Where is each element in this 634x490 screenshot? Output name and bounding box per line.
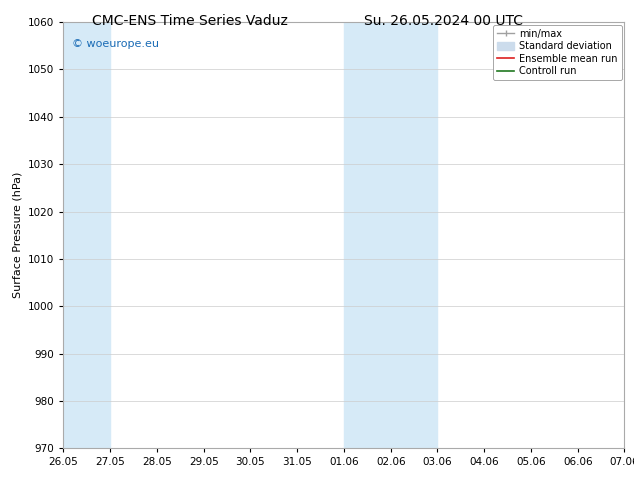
Bar — [63, 22, 110, 448]
Y-axis label: Surface Pressure (hPa): Surface Pressure (hPa) — [13, 172, 23, 298]
Bar — [391, 22, 437, 448]
Legend: min/max, Standard deviation, Ensemble mean run, Controll run: min/max, Standard deviation, Ensemble me… — [493, 25, 621, 80]
Text: Su. 26.05.2024 00 UTC: Su. 26.05.2024 00 UTC — [365, 14, 523, 28]
Text: CMC-ENS Time Series Vaduz: CMC-ENS Time Series Vaduz — [93, 14, 288, 28]
Bar — [344, 22, 391, 448]
Text: © woeurope.eu: © woeurope.eu — [72, 39, 158, 49]
